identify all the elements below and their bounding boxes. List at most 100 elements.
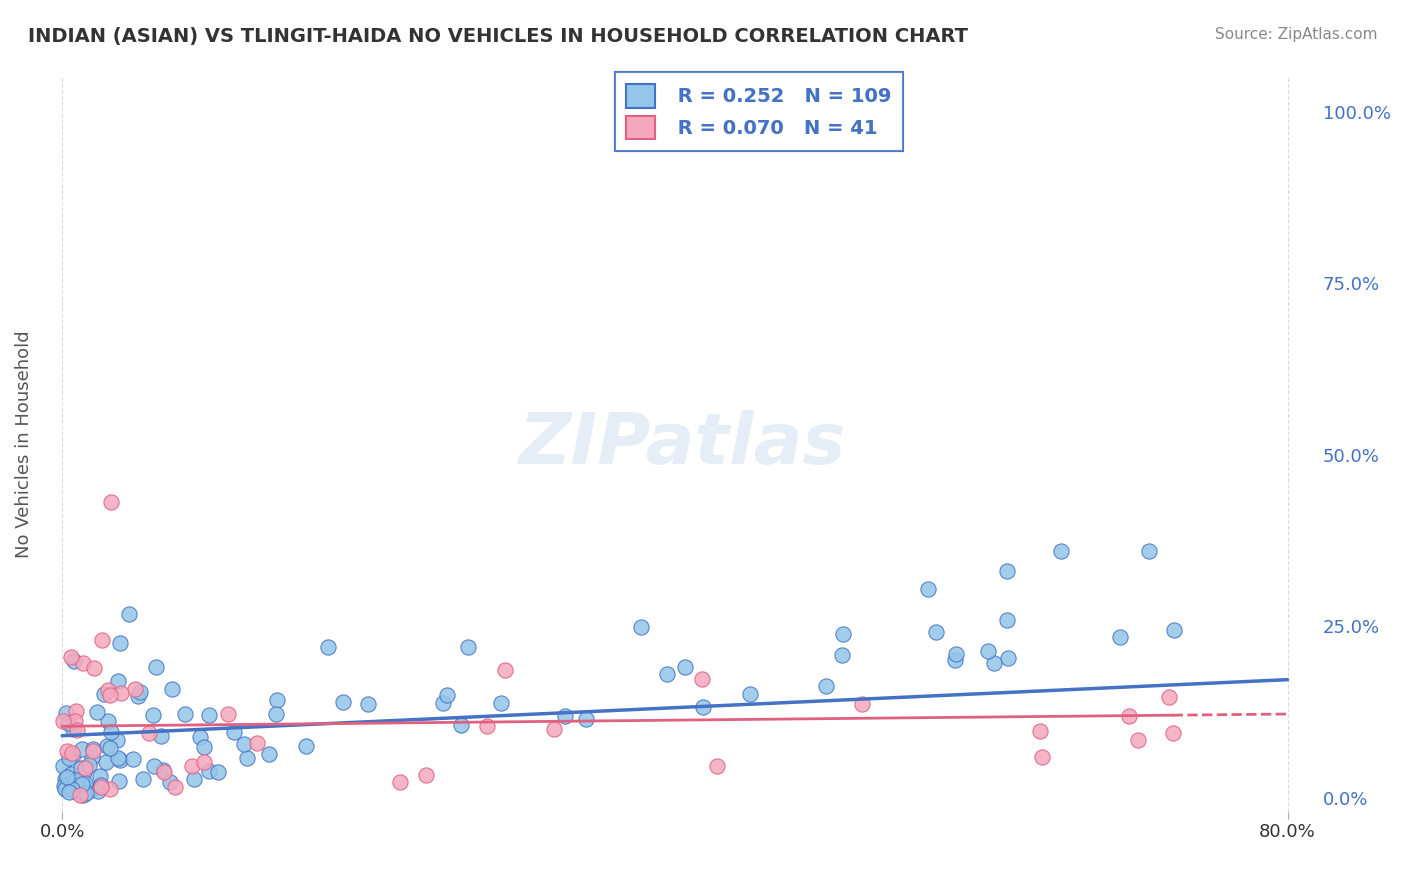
Indians (Asian) [997,651,1019,665]
Indians (Asian) [332,695,354,709]
Text: INDIAN (ASIAN) VS TLINGIT-HAIDA NO VEHICLES IN HOUSEHOLD CORRELATION CHART: INDIAN (ASIAN) VS TLINGIT-HAIDA NO VEHIC… [28,27,969,45]
Indians (Asian) [832,627,855,641]
Tlingit-Haida [63,714,86,728]
Indians (Asian) [66,772,89,787]
Indians (Asian) [53,779,76,793]
Tlingit-Haida [706,759,728,773]
Indians (Asian) [917,582,939,597]
Indians (Asian) [107,673,129,688]
Indians (Asian) [82,741,104,756]
Tlingit-Haida [72,656,94,670]
Indians (Asian) [69,761,91,775]
Indians (Asian) [63,779,86,793]
Indians (Asian) [97,714,120,729]
Tlingit-Haida [1029,723,1052,738]
Tlingit-Haida [165,780,187,794]
Indians (Asian) [977,644,1000,658]
Indians (Asian) [316,640,339,654]
Indians (Asian) [145,660,167,674]
Indians (Asian) [72,777,94,791]
Tlingit-Haida [217,706,239,721]
Indians (Asian) [62,655,84,669]
Indians (Asian) [82,749,104,764]
Indians (Asian) [86,705,108,719]
Indians (Asian) [56,770,79,784]
Tlingit-Haida [1161,725,1184,739]
Tlingit-Haida [100,782,122,797]
Tlingit-Haida [82,744,104,758]
Tlingit-Haida [690,672,713,686]
Indians (Asian) [945,652,967,666]
Tlingit-Haida [69,788,91,802]
Indians (Asian) [356,697,378,711]
Indians (Asian) [995,564,1018,578]
Indians (Asian) [70,741,93,756]
Indians (Asian) [575,713,598,727]
Indians (Asian) [673,659,696,673]
Indians (Asian) [127,689,149,703]
Indians (Asian) [118,607,141,622]
Tlingit-Haida [153,764,176,779]
Indians (Asian) [174,706,197,721]
Indians (Asian) [55,778,77,792]
Indians (Asian) [98,741,121,756]
Tlingit-Haida [100,494,122,508]
Indians (Asian) [198,764,221,778]
Text: Source: ZipAtlas.com: Source: ZipAtlas.com [1215,27,1378,42]
Indians (Asian) [1050,543,1073,558]
Indians (Asian) [630,619,652,633]
Tlingit-Haida [1126,733,1149,747]
Indians (Asian) [554,708,576,723]
Indians (Asian) [96,739,118,753]
Indians (Asian) [692,700,714,714]
Indians (Asian) [79,781,101,796]
Indians (Asian) [77,757,100,772]
Indians (Asian) [266,693,288,707]
Indians (Asian) [1137,544,1160,558]
Indians (Asian) [63,784,86,798]
Indians (Asian) [107,751,129,765]
Tlingit-Haida [1159,690,1181,705]
Legend:  R = 0.252   N = 109,  R = 0.070   N = 41: R = 0.252 N = 109, R = 0.070 N = 41 [614,72,903,151]
Tlingit-Haida [543,722,565,736]
Indians (Asian) [73,786,96,800]
Tlingit-Haida [60,649,83,664]
Indians (Asian) [100,725,122,739]
Tlingit-Haida [415,768,437,782]
Tlingit-Haida [75,762,97,776]
Indians (Asian) [59,776,82,790]
Indians (Asian) [257,747,280,761]
Indians (Asian) [491,696,513,710]
Indians (Asian) [457,640,479,655]
Indians (Asian) [87,783,110,797]
Indians (Asian) [80,783,103,797]
Indians (Asian) [53,781,76,796]
Indians (Asian) [193,739,215,754]
Tlingit-Haida [110,686,132,700]
Indians (Asian) [294,739,316,754]
Indians (Asian) [58,785,80,799]
Indians (Asian) [1163,624,1185,638]
Tlingit-Haida [389,775,412,789]
Indians (Asian) [107,774,129,789]
Indians (Asian) [207,764,229,779]
Indians (Asian) [197,708,219,723]
Tlingit-Haida [90,780,112,794]
Indians (Asian) [105,733,128,747]
Tlingit-Haida [193,755,215,769]
Tlingit-Haida [1118,709,1140,723]
Indians (Asian) [132,772,155,787]
Indians (Asian) [62,722,84,736]
Indians (Asian) [925,625,948,640]
Indians (Asian) [188,730,211,744]
Indians (Asian) [222,725,245,739]
Indians (Asian) [450,717,472,731]
Indians (Asian) [108,753,131,767]
Indians (Asian) [159,775,181,789]
Indians (Asian) [995,613,1018,627]
Text: ZIPatlas: ZIPatlas [519,410,846,479]
Indians (Asian) [142,759,165,773]
Tlingit-Haida [97,683,120,698]
Indians (Asian) [150,729,173,743]
Tlingit-Haida [138,726,160,740]
